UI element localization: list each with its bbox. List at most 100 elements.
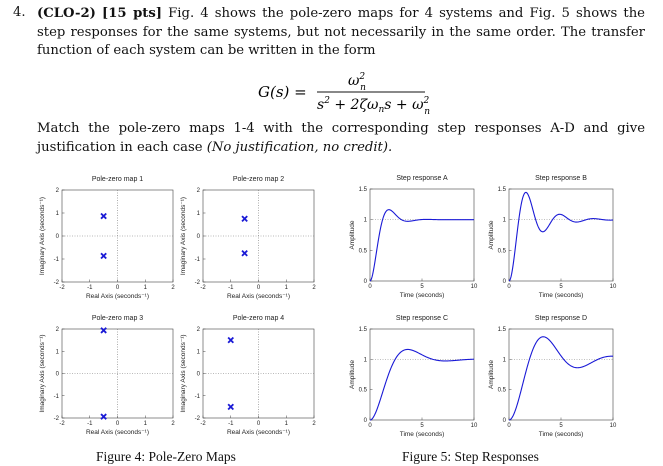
plot-frame	[508, 328, 614, 421]
y-tick-label: 0.5	[359, 388, 368, 394]
x-tick-label: 5	[559, 423, 563, 429]
x-tick-label: -2	[200, 421, 206, 427]
no-credit-note: (No justification, no credit).	[206, 139, 393, 155]
plot-frame	[369, 188, 475, 282]
x-tick-label: -1	[228, 421, 234, 427]
y-tick-label: -1	[54, 394, 60, 400]
pole-stroke	[100, 212, 107, 220]
y-tick-label: 2	[56, 327, 60, 333]
y-tick-label: -2	[54, 416, 60, 422]
pole-stroke	[227, 336, 234, 344]
y-tick-label: -1	[195, 394, 201, 400]
pole-stroke	[100, 413, 107, 420]
y-tick-label: 2	[197, 188, 201, 194]
plot-frame	[508, 188, 614, 282]
question-instruction: Match the pole-zero maps 1-4 with the co…	[37, 120, 645, 157]
pole-marker	[227, 403, 234, 411]
x-tick-label: 1	[144, 421, 148, 427]
y-axis-label: Amplitude	[488, 220, 495, 249]
y-tick-label: 0.5	[498, 388, 507, 394]
x-tick-label: 0	[257, 285, 261, 291]
chart-6: Step response B 0 5 10 0 0.5 1 1.5 Time (seconds…	[488, 175, 617, 299]
y-axis-label: Amplitude	[488, 360, 495, 389]
pole-stroke	[241, 250, 248, 257]
question-intro: (CLO-2) [15 pts] Fig. 4 shows the pole-z…	[37, 5, 645, 61]
pole-stroke	[227, 403, 234, 411]
x-tick-label: 0	[116, 285, 120, 291]
chart-title: Step response B	[535, 175, 587, 182]
y-tick-label: -2	[195, 280, 201, 286]
x-tick-label: 2	[171, 421, 175, 427]
x-tick-label: 5	[420, 423, 424, 429]
x-tick-label: 5	[559, 284, 563, 290]
y-tick-label: -2	[54, 280, 60, 286]
y-tick-label: 1	[197, 349, 201, 355]
x-tick-label: 2	[312, 285, 316, 291]
figure4-caption: Figure 4: Pole-Zero Maps	[96, 449, 236, 464]
chart-7: Step response C 0 5 10 0 0.5 1 1.5 Time (seconds…	[349, 315, 478, 438]
y-axis-label: Imaginary Axis (seconds⁻¹)	[39, 197, 46, 275]
y-axis-label: Imaginary Axis (seconds⁻¹)	[180, 334, 187, 412]
y-tick-label: 0	[56, 234, 60, 240]
chart-title: Pole-zero map 2	[233, 176, 284, 183]
chart-title: Pole-zero map 3	[92, 315, 143, 322]
y-tick-label: -2	[195, 416, 201, 422]
x-tick-label: 5	[420, 284, 424, 290]
x-tick-label: -2	[59, 421, 65, 427]
x-axis-label: Time (seconds)	[539, 431, 584, 438]
chart-8: Step response D 0 5 10 0 0.5 1 1.5 Time (seconds…	[488, 315, 617, 438]
pole-stroke	[100, 252, 107, 260]
formula-lhs: G(s) =	[258, 83, 307, 101]
chart-5: Step response A 0 5 10 0 0.5 1 1.5 Time (seconds…	[349, 175, 478, 299]
instruction-text: Match the pole-zero maps 1-4 with the co…	[37, 121, 645, 155]
formula-svg: G(s) = ω2 n s2 + 2ζωns + ω2 n	[258, 72, 430, 117]
pole-stroke	[241, 215, 248, 222]
y-tick-label: 1	[503, 357, 507, 363]
x-tick-label: 2	[171, 285, 175, 291]
x-tick-label: 10	[610, 423, 617, 429]
x-tick-label: 0	[507, 284, 511, 290]
x-axis-label: Time (seconds)	[400, 292, 445, 299]
chart-1: Pole-zero map 1 -2 -1 0 1 2 -2 -1 0 1 2 Real Axis (…	[39, 176, 175, 300]
x-tick-label: 10	[471, 423, 478, 429]
y-axis-label: Amplitude	[349, 220, 356, 249]
pole-marker	[241, 215, 248, 222]
step-response-curve	[508, 336, 614, 421]
y-tick-label: -1	[54, 257, 60, 263]
y-tick-label: 1	[364, 218, 368, 224]
x-tick-label: 1	[144, 285, 148, 291]
x-tick-label: -1	[87, 421, 93, 427]
y-tick-label: 1	[197, 211, 201, 217]
y-tick-label: 1	[503, 218, 507, 224]
pole-marker	[227, 336, 234, 344]
y-tick-label: 1	[364, 357, 368, 363]
y-tick-label: 0.5	[359, 248, 368, 254]
y-tick-label: 1	[56, 211, 60, 217]
y-axis-label: Imaginary Axis (seconds⁻¹)	[39, 334, 46, 412]
x-tick-label: 0	[368, 284, 372, 290]
y-tick-label: 1.5	[359, 187, 368, 193]
x-axis-label: Real Axis (seconds⁻¹)	[86, 429, 149, 436]
y-axis-label: Imaginary Axis (seconds⁻¹)	[180, 197, 187, 275]
figure5-caption: Figure 5: Step Responses	[402, 449, 539, 464]
x-axis-label: Time (seconds)	[400, 431, 445, 438]
y-tick-label: 0	[364, 279, 368, 285]
x-tick-label: -1	[87, 285, 93, 291]
chart-title: Pole-zero map 1	[92, 176, 143, 183]
y-tick-label: 0	[197, 234, 201, 240]
y-tick-label: 2	[56, 188, 60, 194]
intro-text: Fig. 4 shows the pole-zero maps for 4 sy…	[37, 6, 645, 58]
y-tick-label: 1.5	[498, 187, 507, 193]
chart-3: Pole-zero map 3 -2 -1 0 1 2 -2 -1 0 1 2 Real Axis (…	[39, 315, 175, 436]
y-tick-label: 1	[56, 349, 60, 355]
pole-marker	[100, 212, 107, 220]
formula-numerator: ω2 n	[348, 72, 366, 93]
y-tick-label: 1.5	[498, 327, 507, 333]
chart-title: Step response D	[535, 315, 587, 322]
x-axis-label: Real Axis (seconds⁻¹)	[86, 293, 149, 300]
y-tick-label: 2	[197, 327, 201, 333]
step-response-curve	[369, 209, 475, 282]
y-tick-label: 0	[364, 418, 368, 424]
x-tick-label: 10	[471, 284, 478, 290]
pole-marker	[100, 252, 107, 260]
